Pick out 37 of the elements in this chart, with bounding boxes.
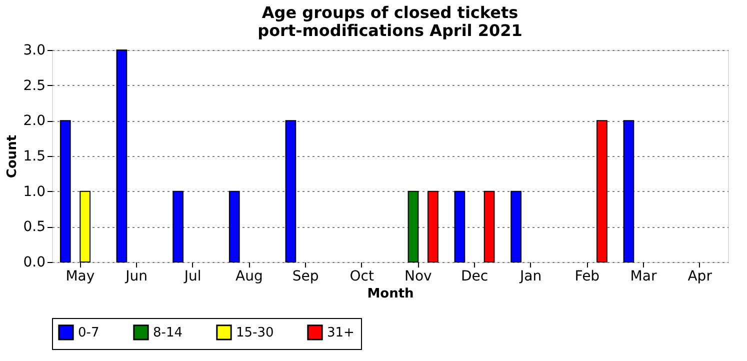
chart-title: Age groups of closed tickets port-modifications April 2021	[258, 3, 522, 40]
x-tick-label: Dec	[460, 268, 488, 284]
bar	[510, 190, 522, 262]
y-tick-label: 1.0	[23, 184, 46, 200]
x-tick-label: Apr	[688, 268, 712, 284]
legend-label: 31+	[327, 325, 354, 340]
x-tick-label: Mar	[630, 268, 657, 284]
x-tick-label: Sep	[292, 268, 319, 284]
x-tick-label: Jan	[519, 268, 542, 284]
bar	[623, 120, 634, 262]
bar	[172, 190, 184, 262]
y-axis-title: Count	[5, 134, 20, 178]
legend-label: 15-30	[236, 325, 274, 340]
y-tick-label: 3.0	[23, 42, 46, 58]
bar	[228, 190, 240, 262]
y-tick-label: 1.5	[23, 148, 46, 164]
y-tick-label: 0.5	[23, 219, 46, 236]
y-tick-label: 2.5	[23, 78, 46, 94]
x-axis-title: Month	[367, 286, 414, 302]
legend-label: 8-14	[153, 325, 183, 340]
bar	[116, 50, 128, 262]
x-tick-label: Nov	[404, 268, 432, 284]
x-tick-label: Aug	[235, 268, 263, 284]
x-tick-label: Feb	[574, 268, 600, 284]
bar	[285, 120, 296, 262]
bar	[484, 190, 495, 262]
bar	[454, 190, 466, 262]
x-tick-label: Jun	[124, 268, 148, 284]
bar	[428, 190, 438, 262]
x-tick-label: Jul	[183, 268, 202, 284]
y-tick-label: 0.0	[23, 254, 46, 270]
y-tick-label: 2.0	[23, 113, 46, 130]
bar	[60, 120, 71, 262]
legend-label: 0-7	[78, 325, 100, 340]
bar	[596, 120, 608, 262]
x-tick-label: Oct	[350, 268, 374, 284]
x-tick-label: May	[66, 268, 95, 284]
